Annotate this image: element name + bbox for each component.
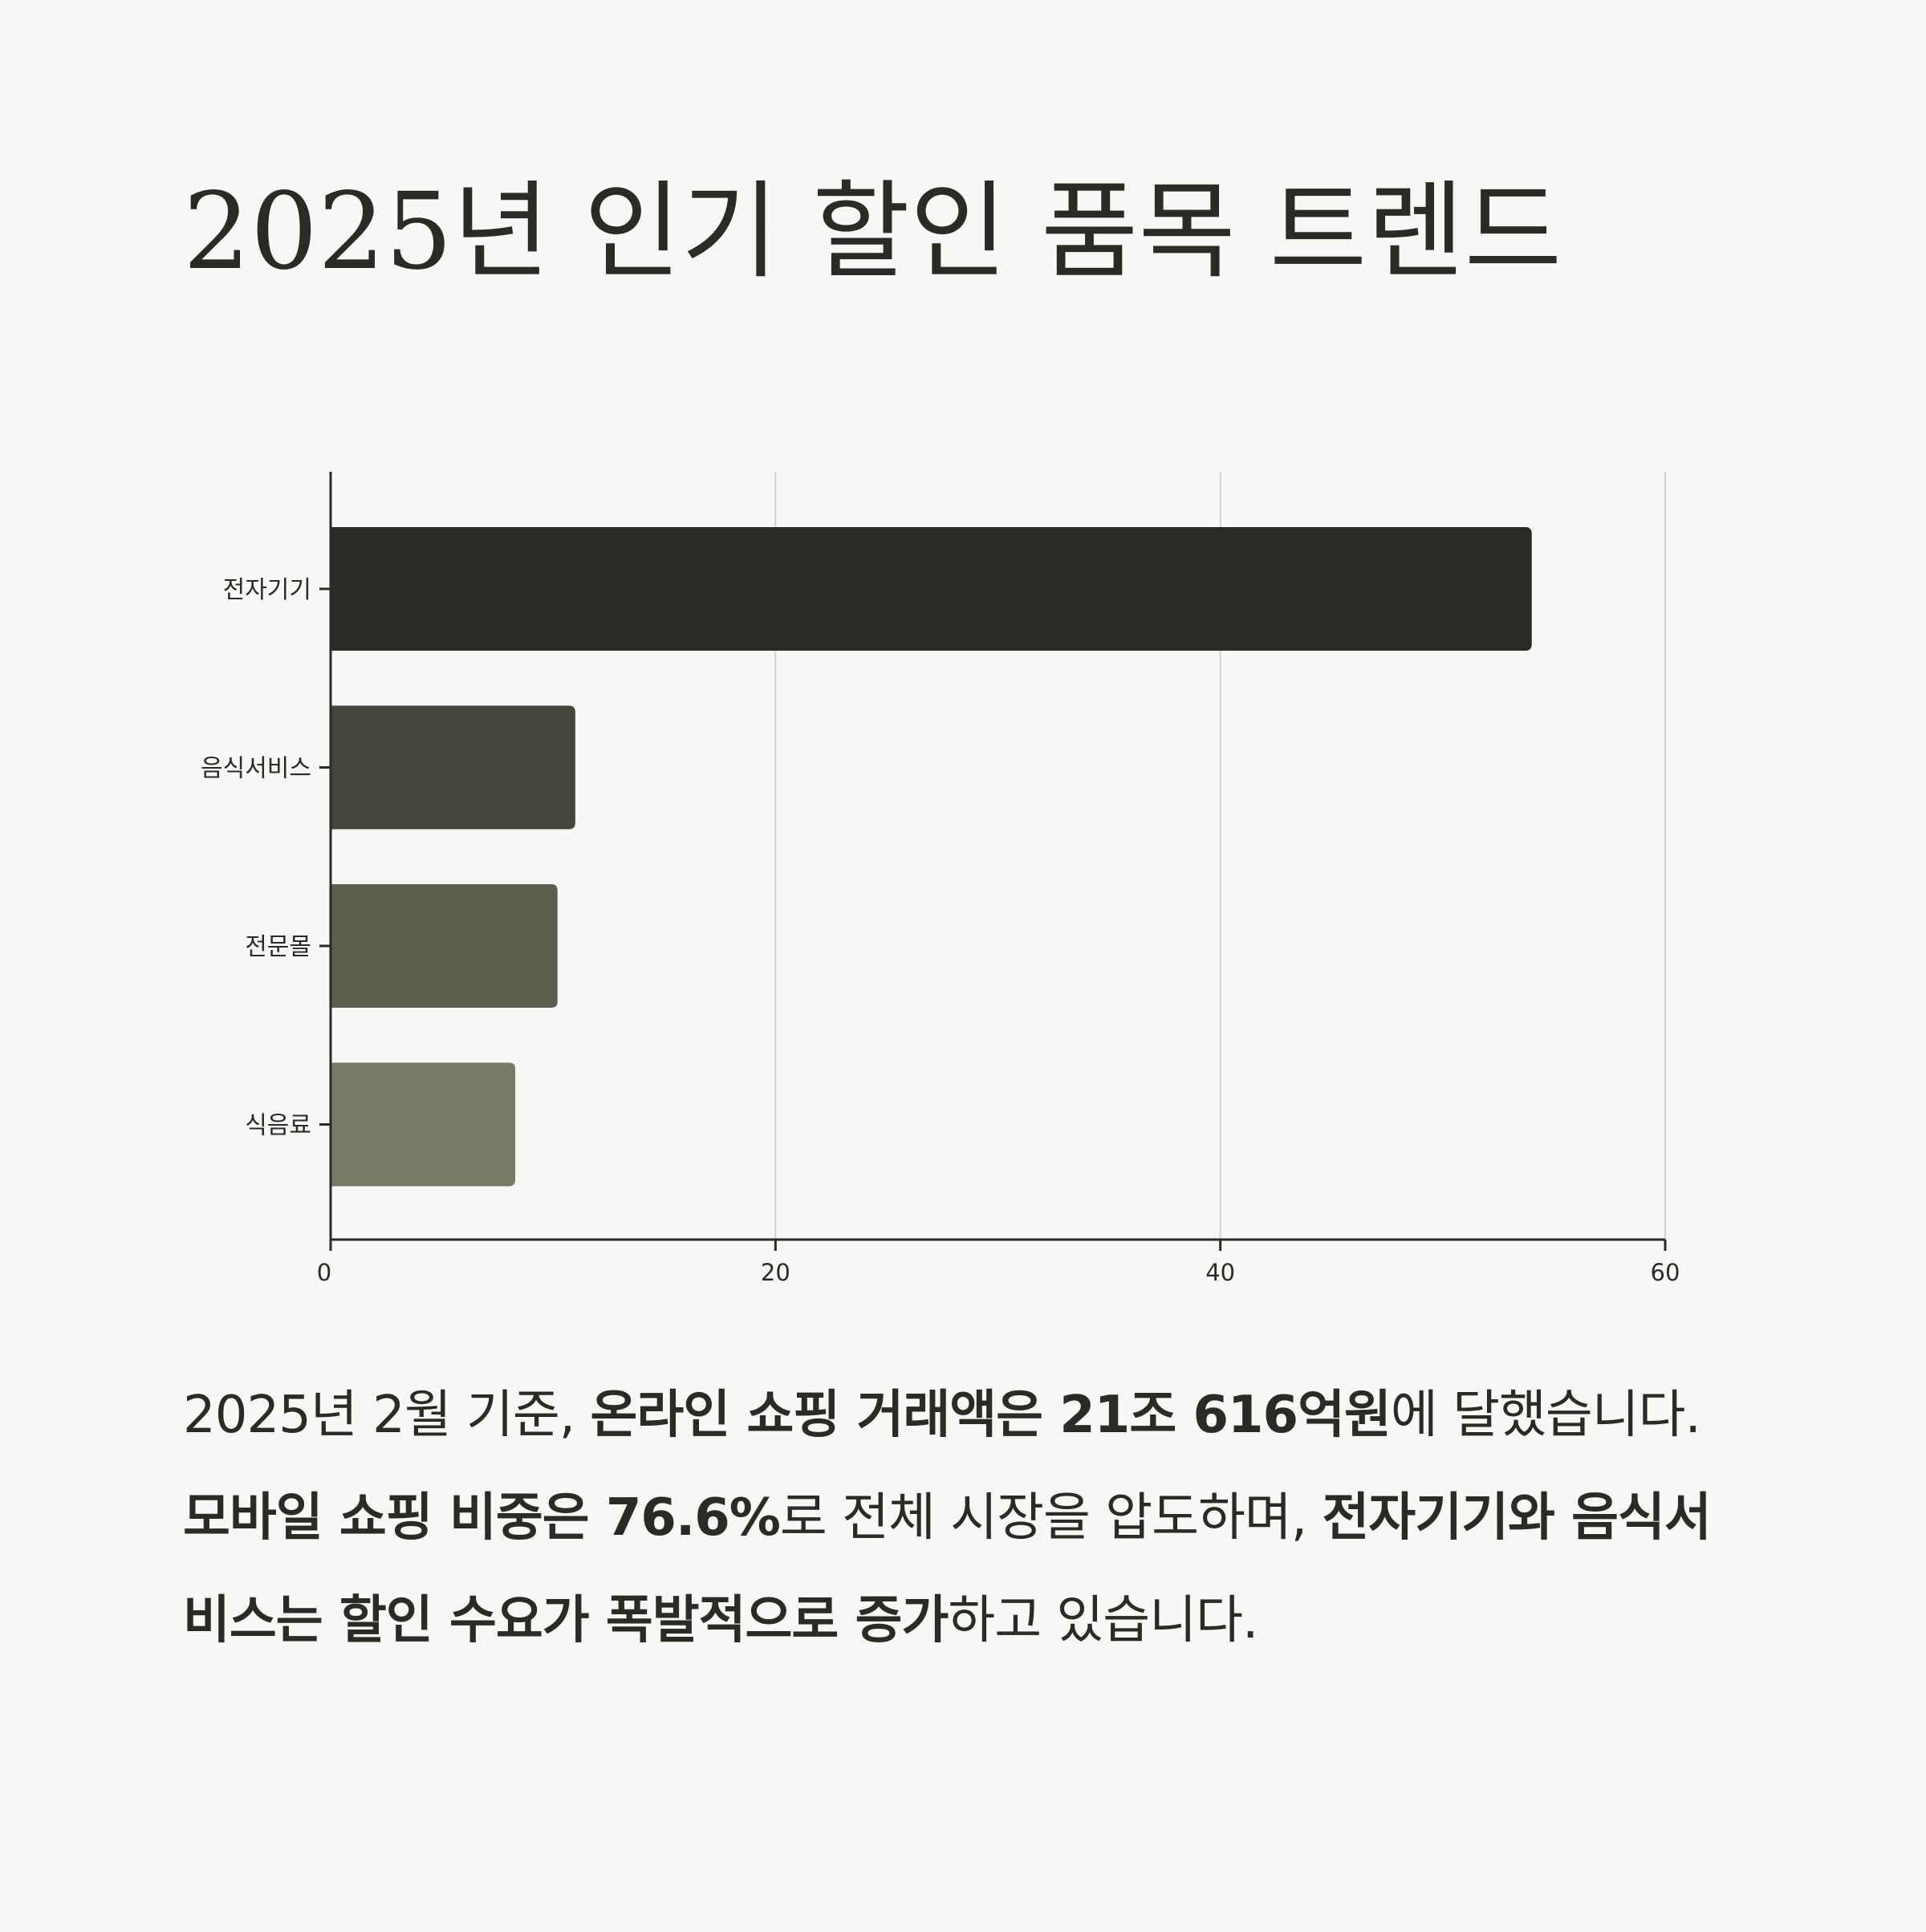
bar	[331, 527, 1532, 651]
summary-text: 하고 있습니다.	[948, 1591, 1258, 1650]
bar	[331, 705, 575, 830]
summary-highlight: 온라인 쇼핑 거래액은 21조 616억원	[590, 1386, 1392, 1445]
summary-paragraph: 2025년 2월 기준, 온라인 쇼핑 거래액은 21조 616억원에 달했습니…	[183, 1364, 1756, 1672]
axes	[319, 472, 1667, 1251]
summary-text: 2025년 2월 기준,	[183, 1386, 591, 1445]
page-title: 2025년 인기 할인 품목 트렌드	[183, 170, 1562, 294]
summary-text: 로 전체 시장을 압도하며,	[779, 1488, 1323, 1548]
category-label: 전자기기	[223, 576, 311, 604]
bars	[331, 527, 1532, 1187]
category-label: 식음료	[245, 1112, 311, 1140]
summary-highlight: 모바일 쇼핑 비중은 76.6%	[183, 1488, 781, 1548]
summary-highlight: 전자기기와 음식서비스는 할인 수요가 폭발적으로 증가	[183, 1488, 1712, 1650]
x-tick-label: 20	[761, 1259, 790, 1286]
bar	[331, 1062, 516, 1187]
x-tick-label: 60	[1651, 1259, 1680, 1286]
category-label: 음식서비스	[201, 755, 311, 783]
summary-text: 에 달했습니다.	[1390, 1386, 1701, 1445]
x-tick-label: 0	[317, 1259, 331, 1286]
x-tick-label: 40	[1205, 1259, 1235, 1286]
category-label: 전문몰	[245, 933, 311, 961]
bar	[331, 884, 558, 1008]
